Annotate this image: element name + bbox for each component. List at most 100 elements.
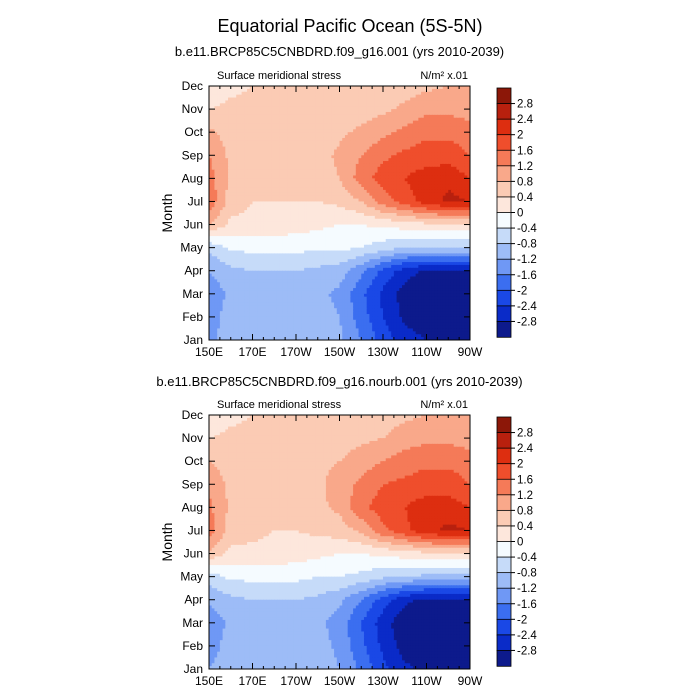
contour-cell <box>304 201 308 205</box>
contour-cell <box>279 129 284 133</box>
contour-cell <box>445 114 449 119</box>
contour-cell <box>301 117 305 122</box>
contour-cell <box>448 224 452 229</box>
contour-cell <box>369 201 373 205</box>
contour-cell <box>374 166 379 171</box>
contour-cell <box>230 166 235 171</box>
contour-cell <box>263 88 267 93</box>
contour-cell <box>456 207 460 211</box>
contour-cell <box>342 117 346 122</box>
contour-cell <box>374 207 379 211</box>
contour-cell <box>290 233 294 237</box>
contour-cell <box>334 215 338 220</box>
contour-cell <box>434 88 438 93</box>
contour-cell <box>209 192 213 197</box>
contour-cell <box>252 221 256 226</box>
contour-cell <box>325 172 330 177</box>
contour-cell <box>309 218 313 223</box>
contour-cell <box>456 195 460 200</box>
contour-cell <box>304 114 308 119</box>
contour-cell <box>334 161 338 165</box>
contour-cell <box>391 210 395 214</box>
contour-cell <box>461 166 466 171</box>
contour-cell <box>442 146 447 151</box>
contour-cell <box>219 117 224 122</box>
contour-cell <box>372 126 376 130</box>
contour-cell <box>399 189 403 194</box>
contour-cell <box>296 135 300 139</box>
contour-cell <box>459 218 463 223</box>
contour-cell <box>268 94 273 99</box>
contour-cell <box>412 152 417 156</box>
contour-cell <box>255 181 259 185</box>
contour-cell <box>453 215 458 220</box>
contour-cell <box>385 88 390 93</box>
contour-cell <box>412 233 417 237</box>
contour-cell <box>312 224 316 229</box>
contour-cell <box>402 100 406 104</box>
contour-cell <box>306 161 311 165</box>
contour-cell <box>304 117 308 122</box>
contour-cell <box>431 213 436 217</box>
contour-cell <box>315 224 319 229</box>
contour-cell <box>306 129 311 133</box>
contour-cell <box>369 207 373 211</box>
contour-cell <box>423 97 428 102</box>
contour-cell <box>374 100 379 104</box>
contour-cell <box>228 201 232 205</box>
contour-cell <box>448 149 452 153</box>
contour-cell <box>317 135 322 139</box>
contour-cell <box>217 126 221 130</box>
contour-cell <box>230 189 235 194</box>
contour-cell <box>415 230 419 234</box>
contour-cell <box>266 178 270 182</box>
contour-cell <box>353 123 357 128</box>
contour-cell <box>287 149 292 153</box>
contour-cell <box>290 111 294 116</box>
contour-cell <box>260 103 264 107</box>
contour-cell <box>396 111 400 116</box>
contour-cell <box>456 210 460 214</box>
contour-cell <box>290 155 294 159</box>
contour-cell <box>418 126 422 130</box>
contour-cell <box>279 135 284 139</box>
contour-cell <box>263 111 267 116</box>
contour-cell <box>434 94 438 99</box>
contour-cell <box>274 120 278 125</box>
contour-cell <box>325 204 330 208</box>
contour-cell <box>255 189 259 194</box>
contour-cell <box>260 88 264 93</box>
contour-cell <box>363 163 368 168</box>
contour-cell <box>361 100 365 104</box>
contour-cell <box>445 172 449 177</box>
contour-cell <box>304 192 308 197</box>
contour-cell <box>257 201 262 205</box>
contour-cell <box>350 120 354 125</box>
contour-cell <box>247 106 251 110</box>
contour-cell <box>328 91 332 96</box>
contour-cell <box>293 166 297 171</box>
contour-cell <box>410 111 414 116</box>
contour-cell <box>315 227 319 231</box>
contour-cell <box>442 224 447 229</box>
contour-cell <box>342 210 346 214</box>
contour-cell <box>276 91 281 96</box>
contour-cell <box>372 146 376 151</box>
contour-cell <box>249 213 254 217</box>
contour-cell <box>353 120 357 125</box>
contour-cell <box>353 132 357 136</box>
contour-cell <box>309 111 313 116</box>
contour-cell <box>339 123 343 128</box>
contour-cell <box>437 132 441 136</box>
contour-cell <box>344 114 349 119</box>
contour-cell <box>385 169 390 174</box>
contour-cell <box>385 224 390 229</box>
contour-cell <box>404 192 409 197</box>
contour-cell <box>410 198 414 203</box>
contour-cell <box>255 135 259 139</box>
contour-cell <box>344 97 349 102</box>
contour-cell <box>225 100 229 104</box>
contour-cell <box>361 233 365 237</box>
contour-cell <box>396 198 400 203</box>
contour-cell <box>363 218 368 223</box>
